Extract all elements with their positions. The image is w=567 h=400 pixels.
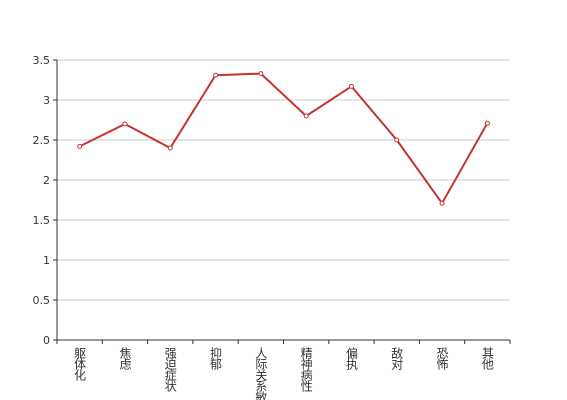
y-tick-label: 1 [43, 254, 50, 267]
point [394, 137, 400, 143]
x-tick-label: 敌对 [390, 346, 404, 370]
y-tick-label: 2 [43, 174, 50, 187]
y-tick-label: 2.5 [33, 134, 51, 147]
x-tick-label: 强迫症状 [163, 347, 177, 392]
y-tick-label: 0 [43, 334, 50, 347]
y-tick-label: 0.5 [33, 294, 51, 307]
point [484, 120, 490, 126]
x-tick-label: 焦虑 [118, 347, 132, 370]
y-tick-label: 1.5 [33, 214, 51, 227]
x-tick-label: 躯体化 [73, 346, 87, 382]
point [122, 121, 128, 127]
point [213, 72, 219, 78]
x-tick-label: 其他 [480, 347, 494, 370]
x-tick-label: 抑郁 [209, 346, 223, 371]
x-tick-label: 人际关系敏感 [254, 347, 268, 400]
point [167, 145, 173, 151]
line [79, 72, 489, 206]
point [77, 143, 83, 149]
y-tick-label: 3 [43, 94, 50, 107]
x-tick-label: 恐怖 [435, 347, 449, 370]
x-tick-label: 偏执 [344, 346, 358, 371]
point [348, 83, 354, 89]
point [439, 200, 445, 206]
point [258, 71, 264, 77]
point [303, 113, 309, 119]
x-tick-label: 精神病性 [299, 347, 313, 393]
y-tick-label: 3.5 [33, 54, 51, 67]
